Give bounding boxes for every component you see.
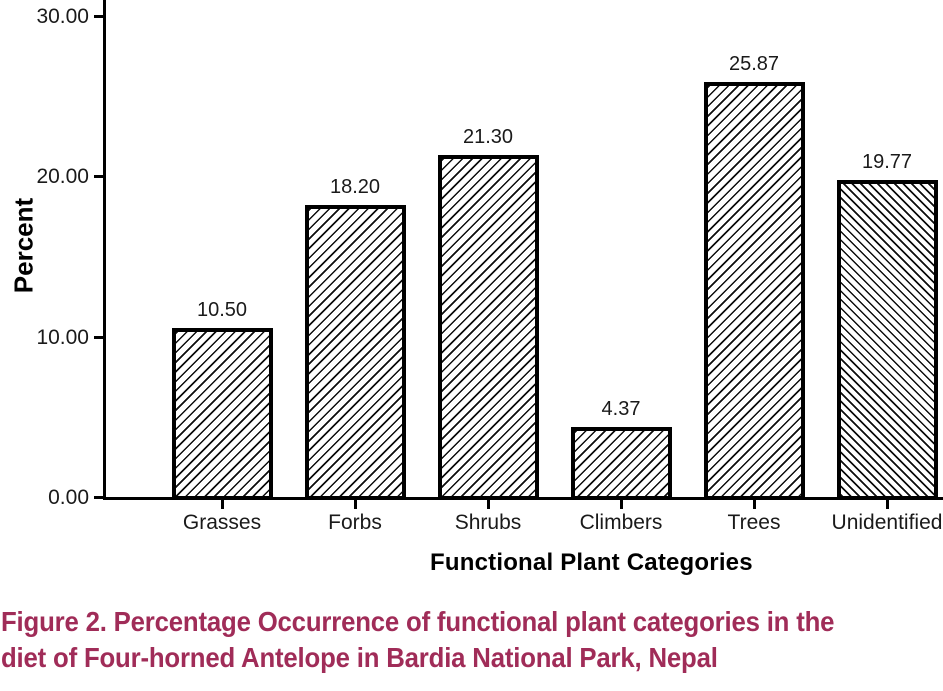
category-label-climbers: Climbers	[579, 511, 663, 534]
y-tick-label: 20.00	[36, 165, 89, 188]
y-tick-mark	[94, 496, 103, 499]
x-tick-mark	[354, 500, 357, 509]
category-label-shrubs: Shrubs	[454, 511, 522, 534]
category-label-forbs: Forbs	[328, 511, 382, 534]
bar-forbs	[304, 204, 406, 500]
x-tick-mark	[221, 500, 224, 509]
bar-value-label: 18.20	[329, 175, 381, 198]
x-tick-mark	[620, 500, 623, 509]
y-tick-mark	[94, 335, 103, 339]
category-label-grasses: Grasses	[182, 511, 262, 534]
x-axis-title: Functional Plant Categories	[430, 549, 753, 576]
y-tick-label: 30.00	[36, 4, 89, 28]
figure-caption-line2: diet of Four-horned Antelope in Bardia N…	[1, 642, 718, 673]
y-tick-label: 0.00	[48, 486, 89, 509]
y-tick-mark	[94, 14, 103, 18]
x-tick-mark	[886, 500, 889, 509]
y-tick-mark	[94, 175, 103, 178]
y-axis-line	[103, 0, 106, 500]
bar-climbers	[570, 426, 672, 500]
bar-unidentified	[836, 179, 938, 500]
figure-caption: Figure 2. Percentage Occurrence of funct…	[1, 604, 834, 676]
y-tick-label: 10.00	[36, 325, 89, 349]
bar-value-label: 21.30	[462, 126, 514, 149]
bar-value-label: 4.37	[601, 397, 641, 420]
bar-grasses	[171, 328, 273, 500]
x-tick-mark	[487, 500, 490, 509]
bar-value-label: 19.77	[861, 150, 913, 173]
category-label-trees: Trees	[727, 511, 781, 534]
bar-value-label: 25.87	[728, 52, 780, 75]
x-tick-mark	[753, 500, 756, 509]
figure-caption-line1: Figure 2. Percentage Occurrence of funct…	[1, 606, 835, 637]
bar-value-label: 10.50	[196, 299, 248, 322]
y-axis-title: Percent	[8, 197, 39, 294]
category-label-unidentified: Unidentified	[831, 511, 943, 534]
bar-shrubs	[437, 155, 539, 500]
bar-trees	[703, 81, 805, 500]
